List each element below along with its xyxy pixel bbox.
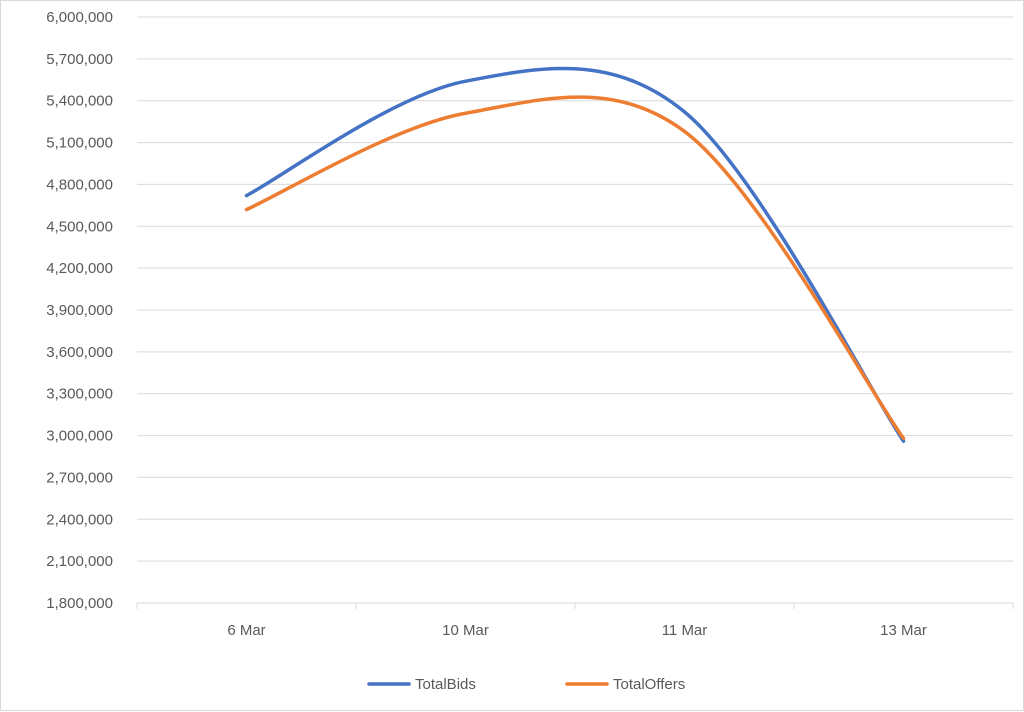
y-tick-label: 3,000,000 xyxy=(46,428,113,445)
x-tick-label: 6 Mar xyxy=(227,622,265,639)
y-tick-label: 3,900,000 xyxy=(46,302,113,319)
x-axis xyxy=(136,602,1014,609)
y-tick-label: 4,200,000 xyxy=(46,260,113,277)
series-line-totalbids xyxy=(244,66,906,443)
x-tick-label: 13 Mar xyxy=(880,622,927,639)
y-tick-label: 5,400,000 xyxy=(46,93,113,110)
gridlines xyxy=(137,16,1013,562)
y-tick-label: 2,100,000 xyxy=(46,553,113,570)
y-tick-label: 6,000,000 xyxy=(46,9,113,26)
y-tick-label: 1,800,000 xyxy=(46,595,113,612)
x-axis-tick-labels: 6 Mar 10 Mar 11 Mar 13 Mar xyxy=(227,622,927,639)
legend-label-totalbids: TotalBids xyxy=(415,676,476,693)
series-lines xyxy=(244,66,906,443)
x-tick-label: 10 Mar xyxy=(442,622,489,639)
y-tick-label: 5,700,000 xyxy=(46,51,113,68)
x-tick-label: 11 Mar xyxy=(662,622,708,639)
legend-label-totaloffers: TotalOffers xyxy=(613,676,685,693)
y-tick-label: 4,500,000 xyxy=(46,218,113,235)
y-tick-label: 4,800,000 xyxy=(46,176,113,193)
y-tick-label: 2,700,000 xyxy=(46,469,113,486)
y-tick-label: 3,600,000 xyxy=(46,344,113,361)
y-tick-label: 2,400,000 xyxy=(46,511,113,528)
y-tick-label: 5,100,000 xyxy=(46,135,113,152)
y-tick-label: 3,300,000 xyxy=(46,386,113,403)
legend: TotalBids TotalOffers xyxy=(367,676,685,693)
y-axis-tick-labels: 1,800,000 2,100,000 2,400,000 2,700,000 3,00… xyxy=(46,9,113,612)
series-line-totaloffers xyxy=(244,95,906,441)
